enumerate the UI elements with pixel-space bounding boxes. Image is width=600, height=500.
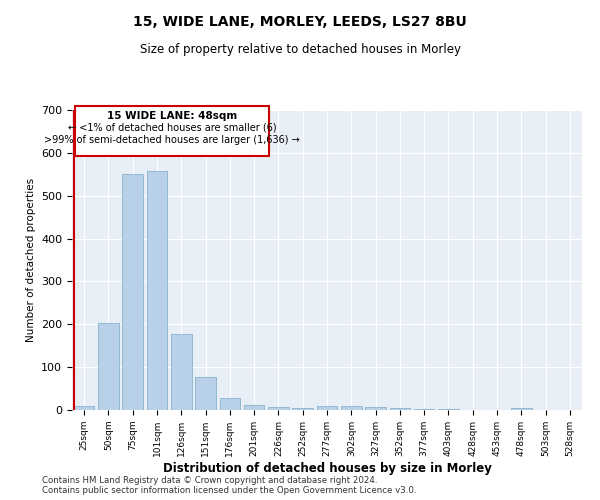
Bar — [98, 322, 119, 410]
Bar — [389, 408, 410, 410]
Bar — [146, 172, 167, 410]
Bar — [292, 408, 313, 410]
Text: Contains public sector information licensed under the Open Government Licence v3: Contains public sector information licen… — [42, 486, 416, 495]
Bar — [244, 406, 265, 410]
X-axis label: Distribution of detached houses by size in Morley: Distribution of detached houses by size … — [163, 462, 491, 474]
Text: ← <1% of detached houses are smaller (6): ← <1% of detached houses are smaller (6) — [68, 123, 276, 133]
Bar — [341, 406, 362, 410]
Bar — [511, 408, 532, 410]
Text: >99% of semi-detached houses are larger (1,636) →: >99% of semi-detached houses are larger … — [44, 135, 300, 145]
Text: 15, WIDE LANE, MORLEY, LEEDS, LS27 8BU: 15, WIDE LANE, MORLEY, LEEDS, LS27 8BU — [133, 15, 467, 29]
Text: Contains HM Land Registry data © Crown copyright and database right 2024.: Contains HM Land Registry data © Crown c… — [42, 476, 377, 485]
Bar — [317, 406, 337, 410]
Bar — [195, 376, 216, 410]
Bar — [414, 408, 434, 410]
Y-axis label: Number of detached properties: Number of detached properties — [26, 178, 35, 342]
Bar — [365, 407, 386, 410]
Bar — [171, 334, 191, 410]
Bar — [122, 174, 143, 410]
Bar — [220, 398, 240, 410]
Bar — [74, 406, 94, 410]
Bar — [438, 409, 459, 410]
Bar — [268, 406, 289, 410]
Bar — [75, 106, 269, 156]
Text: Size of property relative to detached houses in Morley: Size of property relative to detached ho… — [139, 42, 461, 56]
Text: 15 WIDE LANE: 48sqm: 15 WIDE LANE: 48sqm — [107, 112, 237, 122]
